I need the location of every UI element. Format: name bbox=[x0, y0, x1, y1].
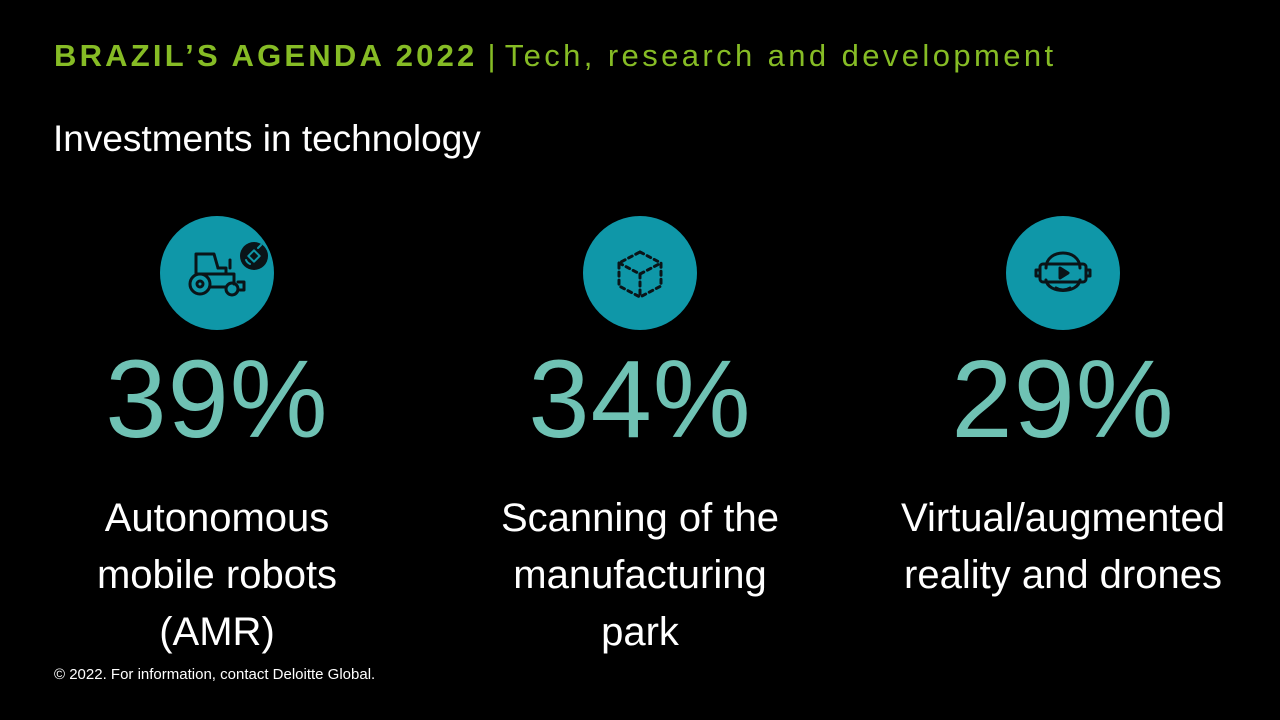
stat-label-line: mobile robots bbox=[96, 553, 338, 597]
stat-label-line: Virtual/augmented bbox=[901, 496, 1225, 540]
stat-label: Virtual/augmented reality and drones bbox=[863, 490, 1263, 604]
stat-autonomous-robots: 39% Autonomous mobile robots (AMR) bbox=[17, 216, 417, 661]
stat-value: 39% bbox=[105, 338, 329, 461]
autonomous-tractor-icon bbox=[160, 216, 274, 330]
stat-scanning: 34% Scanning of the manufacturing park bbox=[440, 216, 840, 661]
vr-headset-icon bbox=[1006, 216, 1120, 330]
stat-vr-ar-drones: 29% Virtual/augmented reality and drones bbox=[863, 216, 1263, 604]
header-separator: | bbox=[487, 38, 499, 73]
header-brand: BRAZIL’S AGENDA 2022 bbox=[54, 38, 478, 73]
copyright-footer: © 2022. For information, contact Deloitt… bbox=[54, 666, 376, 683]
slide-subtitle: Investments in technology bbox=[53, 118, 481, 159]
stat-label-line: Scanning of the bbox=[501, 496, 779, 540]
stat-value: 34% bbox=[528, 338, 752, 461]
scan-cube-icon bbox=[583, 216, 697, 330]
header-topic: Tech, research and development bbox=[504, 38, 1057, 73]
stat-label: Scanning of the manufacturing park bbox=[440, 490, 840, 661]
slide-header: BRAZIL’S AGENDA 2022 | Tech, research and … bbox=[54, 38, 1057, 74]
stat-label-line: reality and drones bbox=[904, 553, 1222, 597]
stat-label-line: Autonomous bbox=[104, 496, 330, 540]
stat-label-line: park bbox=[601, 610, 679, 654]
stat-label: Autonomous mobile robots (AMR) bbox=[17, 490, 417, 661]
stat-label-line: (AMR) bbox=[159, 610, 275, 654]
stat-label-line: manufacturing bbox=[513, 553, 767, 597]
stat-value: 29% bbox=[951, 338, 1175, 461]
